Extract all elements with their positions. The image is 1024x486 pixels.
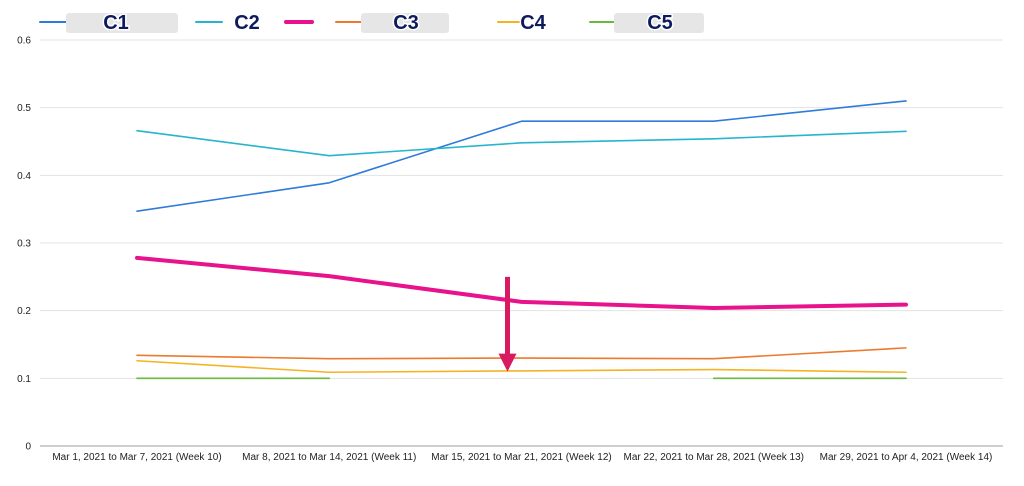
series-line-c4 (136, 347, 907, 360)
y-tick-label: 0.3 (17, 239, 31, 250)
x-tick-label: Mar 15, 2021 to Mar 21, 2021 (Week 12) (431, 452, 611, 463)
series-line-c5 (136, 359, 907, 374)
legend-label: C5 (647, 12, 673, 34)
series-line-c1 (136, 100, 907, 212)
x-tick-label: Mar 29, 2021 to Apr 4, 2021 (Week 14) (820, 452, 993, 463)
y-tick-label: 0.5 (17, 103, 31, 114)
y-axis-ticks: 0 0.1 0.2 0.3 0.4 0.5 0.6 (17, 36, 31, 453)
chart-gridlines (40, 39, 1003, 447)
annotation-arrow-head (498, 353, 517, 372)
y-tick-label: 0.6 (17, 36, 31, 47)
legend-name-redaction (361, 13, 449, 33)
legend-label: C1 (103, 12, 129, 34)
y-tick-label: 0 (25, 442, 31, 453)
x-tick-label: Mar 1, 2021 to Mar 7, 2021 (Week 10) (52, 452, 221, 463)
legend-label: C2 (234, 12, 260, 34)
y-tick-label: 0.2 (17, 306, 31, 317)
y-tick-label: 0.1 (17, 374, 31, 385)
legend-name-redaction (66, 13, 178, 33)
series-line-c3 (135, 255, 908, 310)
x-axis-ticks: Mar 1, 2021 to Mar 7, 2021 (Week 10) Mar … (52, 452, 992, 463)
legend-name-redaction (614, 13, 704, 33)
chart-series (135, 100, 908, 380)
chart-annotation (498, 276, 517, 372)
chart-legend: C1 C2 C3 C4 C5 (39, 11, 704, 36)
series-line-c2 (136, 129, 907, 157)
y-tick-label: 0.4 (17, 171, 31, 182)
x-tick-label: Mar 8, 2021 to Mar 14, 2021 (Week 11) (242, 452, 416, 463)
legend-label: C3 (393, 12, 419, 34)
legend-label: C4 (520, 12, 546, 34)
x-tick-label: Mar 22, 2021 to Mar 28, 2021 (Week 13) (624, 452, 804, 463)
